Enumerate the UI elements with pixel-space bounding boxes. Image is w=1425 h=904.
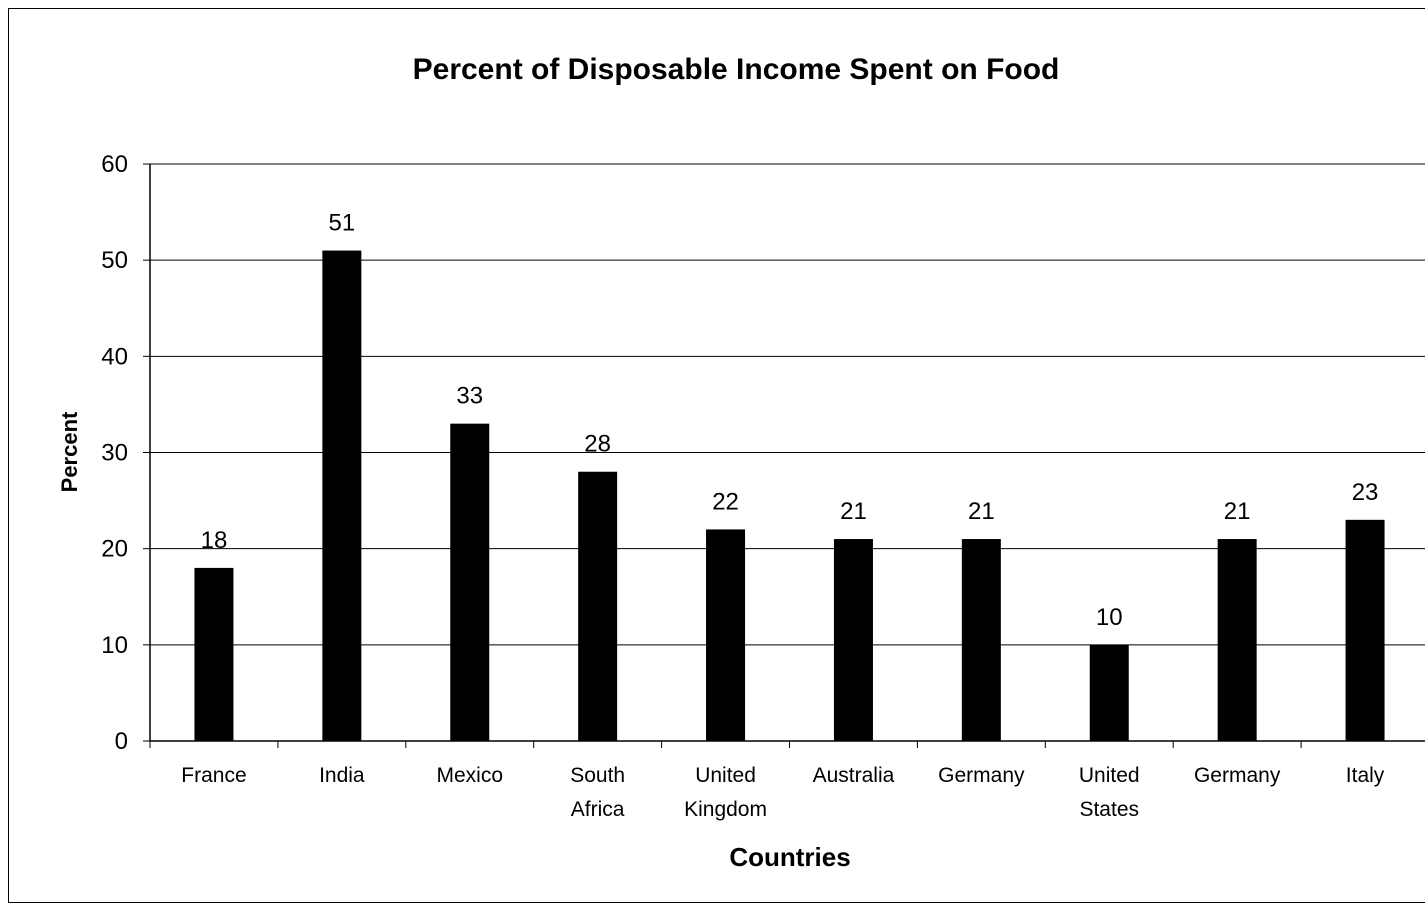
y-tick-label: 0 [115, 728, 128, 755]
category-label: Kingdom [684, 798, 767, 821]
data-label: 10 [1096, 604, 1123, 631]
bar [322, 250, 362, 742]
category-label: Germany [938, 764, 1025, 787]
data-label: 28 [584, 431, 611, 458]
bar [1217, 539, 1257, 741]
x-axis-label: Countries [729, 842, 850, 872]
y-tick-label: 40 [101, 343, 128, 370]
y-axis-label: Percent [57, 411, 82, 492]
category-label: United [1079, 764, 1140, 787]
y-tick-label: 30 [101, 440, 128, 467]
bar [1089, 644, 1129, 741]
y-tick-label: 20 [101, 536, 128, 563]
data-label: 51 [328, 210, 355, 237]
category-label: Germany [1194, 764, 1281, 787]
chart-title: Percent of Disposable Income Spent on Fo… [413, 53, 1060, 86]
category-label: States [1079, 798, 1139, 821]
bar [194, 567, 234, 741]
y-tick-label: 50 [101, 247, 128, 274]
category-label: South [570, 764, 625, 787]
data-label: 18 [201, 527, 228, 554]
category-label: United [695, 764, 756, 787]
category-label: France [181, 764, 246, 787]
category-label: Italy [1346, 764, 1385, 787]
data-label: 21 [968, 498, 995, 525]
bar-chart: Percent of Disposable Income Spent on Fo… [57, 53, 1425, 872]
y-tick-label: 60 [101, 151, 128, 178]
category-label: Mexico [436, 764, 503, 787]
category-label: Africa [571, 798, 625, 821]
bar [961, 539, 1001, 741]
data-label: 22 [712, 488, 739, 515]
plot-area: 0 10 20 30 40 50 60 18 France 51 India 33 Mexico 28 So… [101, 151, 1425, 821]
data-label: 23 [1352, 479, 1379, 506]
y-tick-label: 10 [101, 632, 128, 659]
bar [833, 539, 873, 741]
chart-frame: Percent of Disposable Income Spent on Fo… [8, 8, 1425, 903]
data-label: 33 [456, 383, 483, 410]
bar [706, 529, 746, 741]
bar [1345, 519, 1385, 741]
category-label: India [319, 764, 365, 787]
category-label: Australia [813, 764, 895, 787]
data-label: 21 [840, 498, 867, 525]
data-label: 21 [1224, 498, 1251, 525]
bar [578, 471, 618, 741]
bar [450, 423, 490, 741]
